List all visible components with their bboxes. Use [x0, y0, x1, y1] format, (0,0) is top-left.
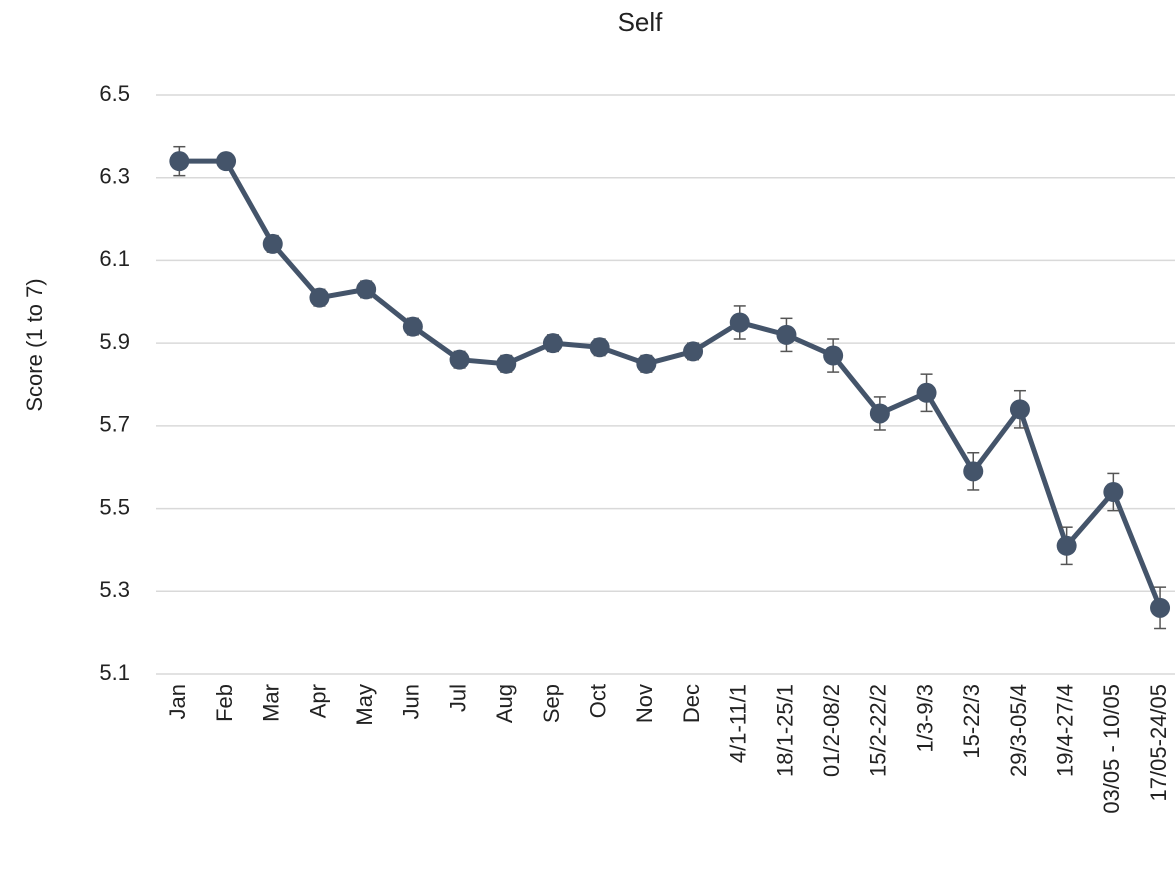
x-tick-label: Dec: [679, 684, 704, 723]
data-point: [356, 279, 377, 300]
data-point: [402, 316, 423, 337]
x-tick-label: 01/2-08/2: [819, 684, 844, 777]
data-point: [963, 461, 984, 482]
data-point: [262, 233, 283, 254]
data-point: [542, 333, 563, 354]
x-tick-label: 17/05-24/05: [1146, 684, 1171, 801]
x-tick-label: 19/4-27/4: [1052, 684, 1077, 777]
y-tick-label: 6.3: [99, 164, 130, 189]
x-tick-label: 4/1-11/1: [726, 684, 751, 763]
x-tick-label: Jun: [399, 684, 424, 719]
x-tick-label: 18/1-25/1: [772, 684, 797, 777]
x-tick-label: 15-22/3: [959, 684, 984, 759]
y-axis-label: Score (1 to 7): [22, 278, 47, 411]
chart-title: Self: [618, 7, 664, 37]
x-tick-label: Jul: [445, 684, 470, 712]
y-tick-label: 5.7: [99, 412, 130, 437]
x-tick-label: 03/05 - 10/05: [1099, 684, 1124, 814]
data-point: [496, 353, 517, 374]
x-tick-label: Oct: [585, 684, 610, 718]
y-tick-label: 6.5: [99, 81, 130, 106]
y-tick-label: 5.3: [99, 577, 130, 602]
data-point: [1056, 535, 1077, 556]
x-tick-label: 1/3-9/3: [912, 684, 937, 753]
data-point: [216, 151, 237, 172]
data-point: [636, 353, 657, 374]
data-point: [916, 382, 937, 403]
data-point: [309, 287, 330, 308]
x-tick-label: Aug: [492, 684, 517, 723]
x-tick-label: Mar: [259, 684, 284, 722]
x-tick-label: Feb: [212, 684, 237, 722]
y-tick-label: 5.1: [99, 660, 130, 685]
x-tick-label: Sep: [539, 684, 564, 723]
y-tick-label: 6.1: [99, 246, 130, 271]
x-tick-label: Apr: [305, 684, 330, 718]
data-point: [683, 341, 704, 362]
data-point: [1150, 597, 1171, 618]
x-tick-label: Jan: [165, 684, 190, 719]
data-point: [169, 151, 190, 172]
data-point: [869, 403, 890, 424]
data-point: [776, 324, 797, 345]
data-point: [589, 337, 610, 358]
y-tick-label: 5.5: [99, 494, 130, 519]
x-tick-label: May: [352, 684, 377, 726]
data-point: [823, 345, 844, 366]
data-point: [1103, 482, 1124, 503]
data-point: [1009, 399, 1030, 420]
data-point: [449, 349, 470, 370]
y-tick-label: 5.9: [99, 329, 130, 354]
x-tick-label: Nov: [632, 684, 657, 723]
data-line: [179, 158, 1163, 609]
data-point: [729, 312, 750, 333]
x-tick-label: 29/3-05/4: [1006, 684, 1031, 777]
x-tick-label: 15/2-22/2: [866, 684, 891, 777]
